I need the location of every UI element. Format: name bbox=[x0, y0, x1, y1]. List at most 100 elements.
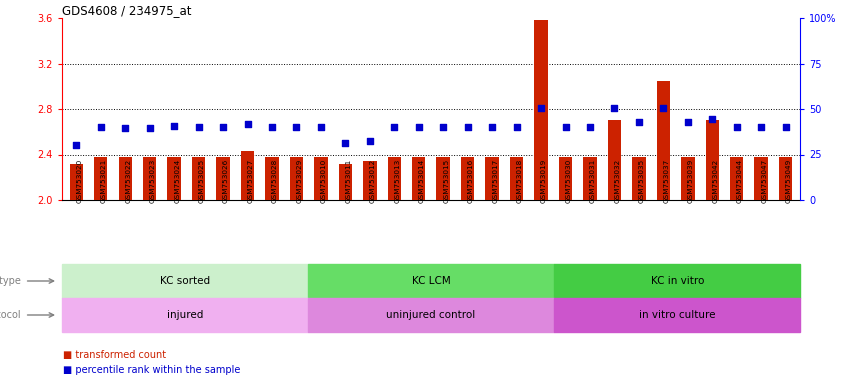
Bar bbox=[412, 157, 425, 200]
Bar bbox=[308, 264, 554, 298]
Text: ■ percentile rank within the sample: ■ percentile rank within the sample bbox=[63, 365, 241, 375]
Bar bbox=[779, 157, 793, 200]
Bar bbox=[143, 157, 157, 200]
Bar bbox=[241, 151, 254, 200]
Bar bbox=[461, 157, 474, 200]
Bar bbox=[314, 157, 328, 200]
Bar bbox=[289, 157, 303, 200]
Text: GSM753014: GSM753014 bbox=[419, 159, 425, 203]
Bar bbox=[69, 164, 83, 200]
Text: ■ transformed count: ■ transformed count bbox=[63, 350, 166, 360]
Bar bbox=[62, 264, 308, 298]
Text: KC sorted: KC sorted bbox=[160, 276, 210, 286]
Point bbox=[338, 140, 352, 146]
Text: GSM753032: GSM753032 bbox=[615, 159, 621, 203]
Bar bbox=[192, 157, 205, 200]
Bar bbox=[265, 157, 279, 200]
Text: GDS4608 / 234975_at: GDS4608 / 234975_at bbox=[62, 4, 191, 17]
Text: injured: injured bbox=[167, 310, 203, 320]
Text: GSM753010: GSM753010 bbox=[321, 159, 327, 203]
Bar bbox=[308, 298, 554, 332]
Bar bbox=[339, 164, 352, 200]
Text: GSM753011: GSM753011 bbox=[345, 159, 351, 203]
Point bbox=[437, 124, 450, 130]
Text: GSM753027: GSM753027 bbox=[247, 159, 253, 203]
Bar bbox=[363, 161, 377, 200]
Text: GSM753022: GSM753022 bbox=[125, 159, 131, 203]
Point bbox=[485, 124, 499, 130]
Bar bbox=[559, 157, 573, 200]
Text: GSM753017: GSM753017 bbox=[492, 159, 498, 203]
Bar bbox=[217, 157, 229, 200]
Text: KC in vitro: KC in vitro bbox=[651, 276, 704, 286]
Point bbox=[143, 125, 157, 131]
Bar bbox=[657, 81, 670, 200]
Bar bbox=[583, 157, 597, 200]
Point bbox=[289, 124, 303, 130]
Text: GSM753029: GSM753029 bbox=[296, 159, 302, 203]
Bar bbox=[388, 157, 401, 200]
Point bbox=[632, 118, 645, 124]
Text: GSM753042: GSM753042 bbox=[712, 159, 718, 203]
Point bbox=[461, 124, 474, 130]
Point bbox=[681, 118, 695, 124]
Point bbox=[510, 124, 524, 130]
Point bbox=[730, 124, 744, 130]
Point bbox=[412, 124, 425, 130]
Bar bbox=[94, 157, 108, 200]
Text: GSM753024: GSM753024 bbox=[174, 159, 180, 203]
Text: in vitro culture: in vitro culture bbox=[639, 310, 716, 320]
Text: GSM753035: GSM753035 bbox=[639, 159, 645, 203]
Point bbox=[608, 105, 621, 111]
Text: GSM753047: GSM753047 bbox=[761, 159, 767, 203]
Text: GSM753019: GSM753019 bbox=[541, 159, 547, 203]
Text: GSM753015: GSM753015 bbox=[443, 159, 449, 203]
Text: uninjured control: uninjured control bbox=[386, 310, 476, 320]
Text: GSM753023: GSM753023 bbox=[150, 159, 156, 203]
Text: GSM753025: GSM753025 bbox=[199, 159, 205, 203]
Text: GSM753020: GSM753020 bbox=[76, 159, 82, 203]
Point bbox=[534, 105, 548, 111]
Bar bbox=[118, 157, 132, 200]
Point bbox=[657, 105, 670, 111]
Bar bbox=[485, 157, 499, 200]
Point bbox=[314, 124, 328, 130]
Bar bbox=[730, 157, 744, 200]
Point bbox=[559, 124, 573, 130]
Text: GSM753016: GSM753016 bbox=[467, 159, 473, 203]
Bar bbox=[437, 157, 450, 200]
Text: cell type: cell type bbox=[0, 276, 21, 286]
Text: GSM753018: GSM753018 bbox=[517, 159, 523, 203]
Point bbox=[217, 124, 230, 130]
Text: GSM753030: GSM753030 bbox=[566, 159, 572, 203]
Point bbox=[241, 121, 254, 127]
Bar bbox=[62, 298, 308, 332]
Text: GSM753044: GSM753044 bbox=[737, 159, 743, 203]
Bar bbox=[633, 157, 645, 200]
Point bbox=[118, 125, 132, 131]
Text: KC LCM: KC LCM bbox=[412, 276, 450, 286]
Bar bbox=[534, 20, 548, 200]
Bar bbox=[608, 120, 621, 200]
Text: GSM753031: GSM753031 bbox=[590, 159, 596, 203]
Text: GSM753013: GSM753013 bbox=[395, 159, 401, 203]
Text: GSM753028: GSM753028 bbox=[272, 159, 278, 203]
Point bbox=[192, 124, 205, 130]
Text: GSM753037: GSM753037 bbox=[663, 159, 669, 203]
Point bbox=[779, 124, 793, 130]
Point bbox=[69, 142, 83, 149]
Bar bbox=[510, 157, 523, 200]
Bar bbox=[754, 157, 768, 200]
Text: GSM753026: GSM753026 bbox=[223, 159, 229, 203]
Text: GSM753049: GSM753049 bbox=[786, 159, 792, 203]
Point bbox=[583, 124, 597, 130]
Bar bbox=[554, 298, 800, 332]
Point bbox=[363, 138, 377, 144]
Text: GSM753021: GSM753021 bbox=[101, 159, 107, 203]
Bar bbox=[554, 264, 800, 298]
Bar bbox=[168, 157, 181, 200]
Point bbox=[167, 123, 181, 129]
Point bbox=[388, 124, 401, 130]
Text: GSM753012: GSM753012 bbox=[370, 159, 376, 203]
Point bbox=[705, 116, 719, 122]
